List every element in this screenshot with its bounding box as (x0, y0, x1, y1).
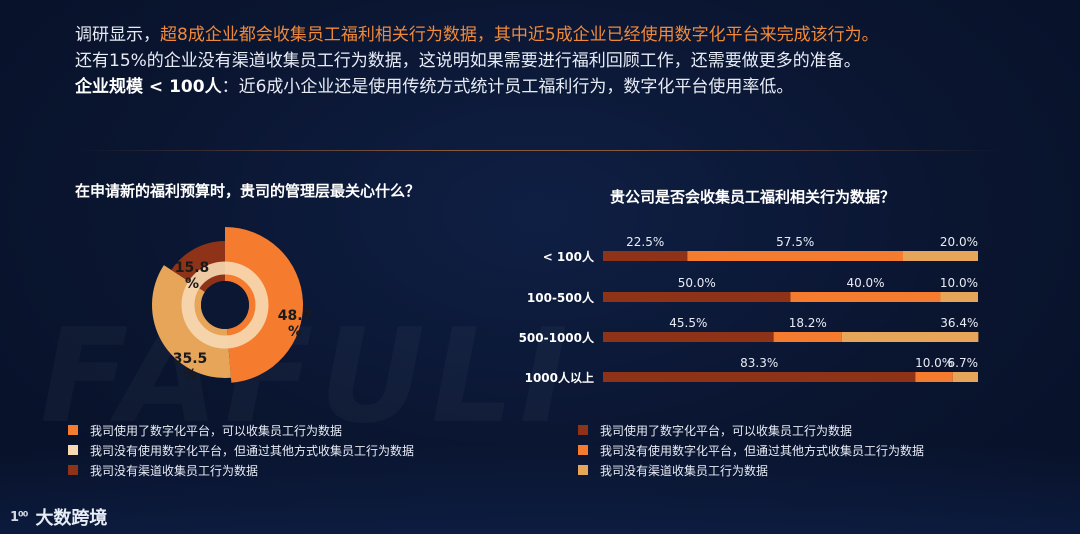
bar-segment (952, 372, 978, 382)
bar-data-label: 57.5% (776, 235, 814, 249)
bar-data-label: 22.5% (626, 235, 664, 249)
legend-swatch (68, 445, 78, 455)
pie-legend: 我司使用了数字化平台，可以收集员工行为数据我司没有使用数字化平台，但通过其他方式… (68, 420, 414, 480)
bar-data-label: 20.0% (940, 235, 978, 249)
bar-category-label: 1000人以上 (525, 370, 594, 385)
legend-label: 我司没有使用数字化平台，但通过其他方式收集员工行为数据 (600, 443, 925, 458)
brand-name: 大数跨境 (35, 508, 108, 529)
pie-data-label: 15.8% (175, 260, 210, 292)
pie-inner-ring (181, 261, 269, 349)
bar-legend-item: 我司使用了数字化平台，可以收集员工行为数据 (578, 420, 924, 440)
bar-segment (841, 332, 979, 342)
bar-category-label: < 100人 (543, 249, 595, 264)
bar-data-label: 36.4% (940, 316, 978, 330)
bar-legend: 我司使用了数字化平台，可以收集员工行为数据我司没有使用数字化平台，但通过其他方式… (578, 420, 924, 480)
intro-line-3: 企业规模 < 100人：近6成小企业还是使用传统方式统计员工福利行为，数字化平台… (75, 74, 1035, 100)
bar-category-label: 100-500人 (527, 290, 595, 305)
intro-line-3-label: 企业规模 < 100人 (75, 77, 222, 97)
bar-segment (790, 292, 941, 302)
bar-chart-title: 贵公司是否会收集员工福利相关行为数据？ (610, 188, 896, 206)
bar-category-label: 500-1000人 (519, 330, 595, 345)
pie-legend-item: 我司没有渠道收集员工行为数据 (68, 460, 414, 480)
bar-segment (603, 292, 791, 302)
pie-center-hole (201, 281, 249, 329)
legend-label: 我司没有使用数字化平台，但通过其他方式收集员工行为数据 (90, 443, 415, 458)
bar-segment (915, 372, 953, 382)
intro-line-1-prefix: 调研显示， (75, 25, 160, 45)
pie-legend-item: 我司使用了数字化平台，可以收集员工行为数据 (68, 420, 414, 440)
bar-data-label: 83.3% (740, 356, 778, 370)
brand-mark-icon: 1⁰⁰ (10, 509, 28, 525)
legend-label: 我司使用了数字化平台，可以收集员工行为数据 (600, 423, 853, 438)
pie-data-label: 48.7% (278, 308, 313, 340)
legend-label: 我司没有渠道收集员工行为数据 (90, 463, 259, 478)
legend-swatch (68, 465, 78, 475)
bar-data-label: 10.0% (940, 276, 978, 290)
bar-segment (903, 251, 978, 261)
legend-swatch (578, 445, 588, 455)
intro-line-1: 调研显示，超8成企业都会收集员工福利相关行为数据，其中近5成企业已经使用数字化平… (75, 22, 1035, 48)
legend-label: 我司使用了数字化平台，可以收集员工行为数据 (90, 423, 343, 438)
bar-data-label: 18.2% (789, 316, 827, 330)
bar-segment (773, 332, 842, 342)
bar-data-label: 10.0% (915, 356, 953, 370)
bar-data-label: 40.0% (846, 276, 884, 290)
bar-data-label: 50.0% (678, 276, 716, 290)
legend-swatch (68, 425, 78, 435)
bar-data-label: 45.5% (669, 316, 707, 330)
bar-segment (603, 332, 774, 342)
intro-text: 调研显示，超8成企业都会收集员工福利相关行为数据，其中近5成企业已经使用数字化平… (75, 22, 1035, 100)
intro-line-1-highlight: 超8成企业都会收集员工福利相关行为数据，其中近5成企业已经使用数字化平台来完成该… (160, 25, 879, 45)
bar-segment (603, 251, 688, 261)
bar-segment (940, 292, 978, 302)
pie-data-label: 35.5% (173, 351, 208, 383)
bar-segment (687, 251, 903, 261)
bar-legend-item: 我司没有使用数字化平台，但通过其他方式收集员工行为数据 (578, 440, 924, 460)
brand-logo: 1⁰⁰ 大数跨境 (10, 504, 107, 530)
pie-chart-title: 在申请新的福利预算时，贵司的管理层最关心什么？ (75, 182, 421, 200)
pie-legend-item: 我司没有使用数字化平台，但通过其他方式收集员工行为数据 (68, 440, 414, 460)
intro-line-2: 还有15%的企业没有渠道收集员工行为数据，这说明如果需要进行福利回顾工作，还需要… (75, 51, 861, 71)
section-divider (75, 150, 1005, 151)
bar-data-label: 6.7% (948, 356, 979, 370)
bar-legend-item: 我司没有渠道收集员工行为数据 (578, 460, 924, 480)
pie-slice (171, 241, 225, 292)
background-wave (0, 444, 1080, 534)
intro-line-3-text: ：近6成小企业还是使用传统方式统计员工福利行为，数字化平台使用率低。 (221, 77, 794, 97)
legend-swatch (578, 425, 588, 435)
legend-swatch (578, 465, 588, 475)
bar-segment (603, 372, 916, 382)
legend-label: 我司没有渠道收集员工行为数据 (600, 463, 769, 478)
